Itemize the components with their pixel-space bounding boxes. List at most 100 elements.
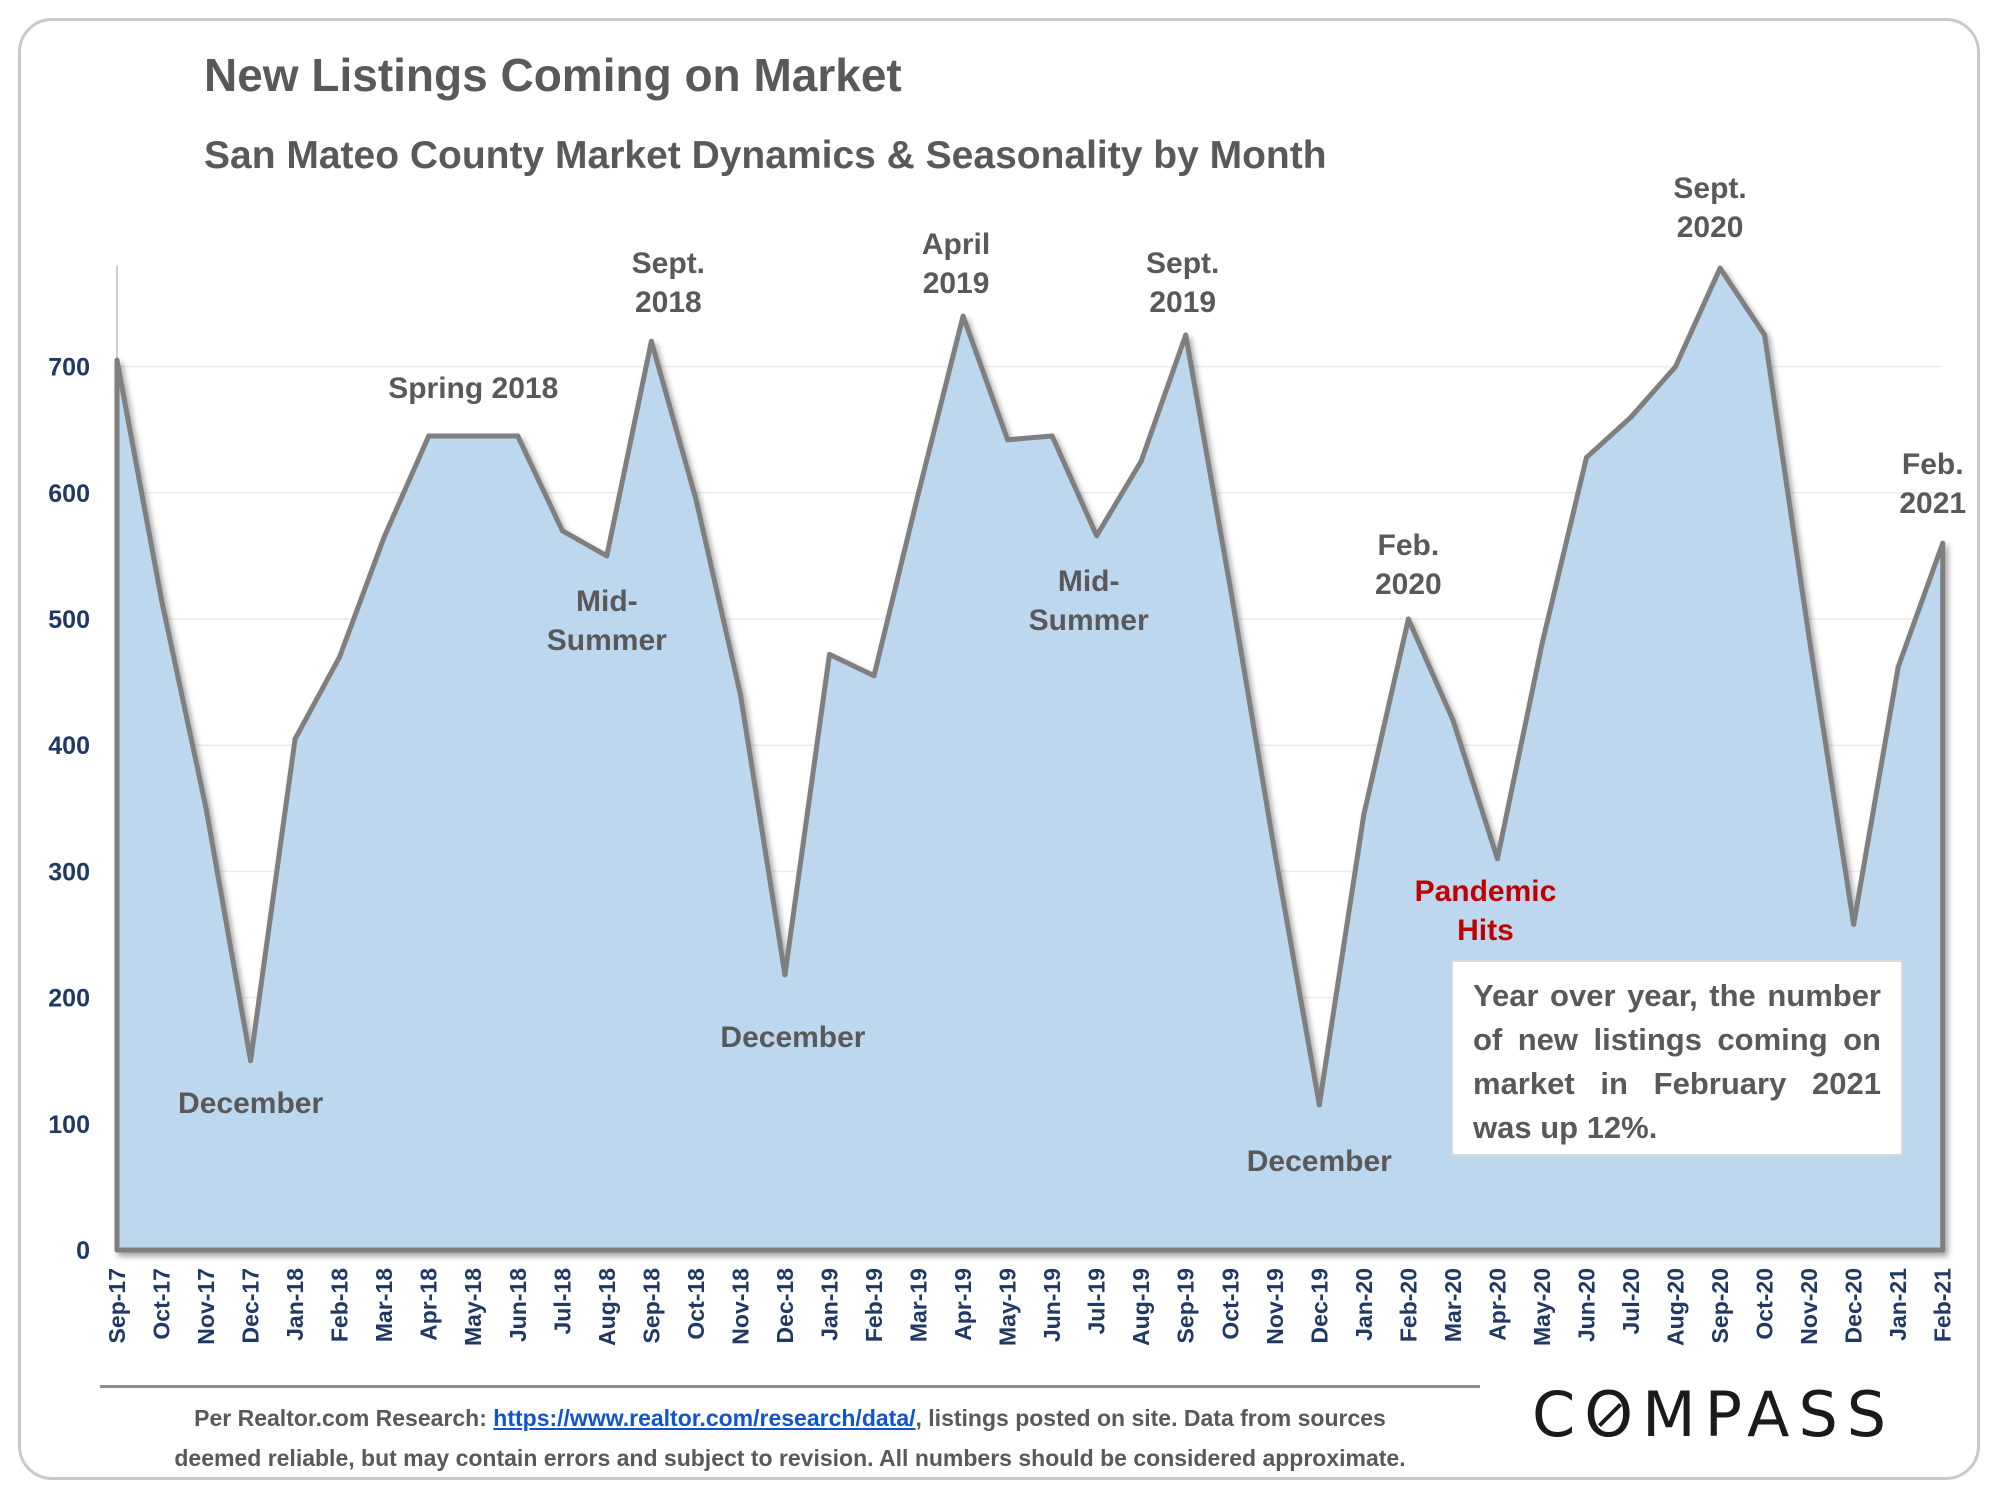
- annotation-sept-2020: Sept. 2020: [1673, 172, 1746, 244]
- y-tick-label: 0: [76, 1237, 90, 1265]
- x-tick-label: Aug-19: [1128, 1268, 1154, 1346]
- x-tick-label: May-19: [995, 1268, 1021, 1346]
- data-point-sep-19: [1183, 332, 1189, 338]
- x-tick-label: Sep-17: [104, 1268, 130, 1343]
- realtor-research-link[interactable]: https://www.realtor.com/research/data/: [493, 1405, 916, 1431]
- data-point-aug-20: [1673, 364, 1679, 370]
- x-tick-label: Feb-20: [1395, 1268, 1421, 1342]
- data-point-feb-18: [337, 654, 343, 660]
- x-tick-label: Aug-18: [594, 1268, 620, 1346]
- x-tick-label: Oct-17: [149, 1268, 175, 1340]
- x-tick-label: Jul-18: [549, 1268, 575, 1335]
- data-point-dec-20: [1851, 921, 1857, 927]
- x-tick-label: Jun-19: [1039, 1268, 1065, 1342]
- x-tick-label: Dec-18: [772, 1268, 798, 1344]
- x-tick-label: May-20: [1529, 1268, 1555, 1346]
- x-tick-label: Sep-18: [638, 1268, 664, 1344]
- data-point-oct-18: [693, 496, 699, 502]
- data-point-jul-19: [1094, 533, 1100, 539]
- data-point-nov-17: [203, 805, 209, 811]
- x-tick-label: Oct-18: [683, 1268, 709, 1340]
- data-point-nov-19: [1272, 849, 1278, 855]
- annotation-feb-2021: Feb. 2021: [1899, 448, 1966, 520]
- data-point-dec-18: [782, 972, 788, 978]
- x-tick-label: Nov-19: [1262, 1268, 1288, 1345]
- x-tick-label: Jan-19: [816, 1268, 842, 1341]
- x-tick-label: Mar-18: [371, 1268, 397, 1342]
- x-tick-label: Mar-19: [906, 1268, 932, 1342]
- data-point-jan-21: [1895, 664, 1901, 670]
- x-tick-label: Jul-20: [1618, 1268, 1644, 1334]
- x-tick-label: Jun-18: [505, 1268, 531, 1342]
- data-point-jan-19: [826, 651, 832, 657]
- data-point-nov-18: [737, 692, 743, 698]
- annotation-pandemic-hits: Pandemic Hits: [1415, 875, 1557, 947]
- y-tick-label: 100: [48, 1111, 90, 1139]
- y-tick-label: 300: [48, 858, 90, 886]
- data-point-apr-20: [1494, 856, 1500, 862]
- x-tick-label: May-18: [460, 1268, 486, 1346]
- y-tick-label: 700: [48, 354, 90, 382]
- data-point-mar-18: [381, 534, 387, 540]
- x-tick-label: Dec-20: [1841, 1268, 1867, 1343]
- annotation-december: December: [1247, 1145, 1392, 1178]
- footnote-prefix: Per Realtor.com Research:: [194, 1405, 494, 1431]
- data-point-mar-20: [1450, 717, 1456, 723]
- data-point-oct-19: [1227, 584, 1233, 590]
- data-point-mar-19: [916, 490, 922, 496]
- annotation-december: December: [720, 1021, 865, 1054]
- data-point-feb-19: [871, 673, 877, 679]
- data-point-apr-18: [426, 433, 432, 439]
- data-point-aug-19: [1138, 458, 1144, 464]
- data-point-sep-18: [648, 338, 654, 344]
- x-tick-label: Oct-19: [1217, 1268, 1243, 1340]
- x-tick-label: Sep-20: [1707, 1268, 1733, 1343]
- data-point-sep-20: [1717, 265, 1723, 271]
- source-footnote: Per Realtor.com Research: https://www.re…: [100, 1398, 1480, 1478]
- compass-logo: COMPASS: [1532, 1378, 1896, 1451]
- x-tick-label: Oct-20: [1752, 1268, 1778, 1340]
- x-tick-label: Dec-17: [238, 1268, 264, 1343]
- data-point-jun-19: [1049, 433, 1055, 439]
- annotation-spring-2018: Spring 2018: [388, 372, 558, 405]
- x-tick-label: Jan-18: [282, 1268, 308, 1341]
- x-tick-label: Nov-20: [1796, 1268, 1822, 1345]
- data-point-dec-19: [1316, 1102, 1322, 1108]
- x-tick-label: Nov-18: [727, 1268, 753, 1345]
- data-point-jan-18: [292, 736, 298, 742]
- data-point-jun-18: [515, 433, 521, 439]
- annotation-mid-summer: Mid-Summer: [1029, 565, 1149, 637]
- annotation-sept-2018: Sept. 2018: [632, 247, 705, 319]
- data-point-jan-20: [1361, 812, 1367, 818]
- x-tick-label: Jan-21: [1885, 1268, 1911, 1341]
- data-point-aug-18: [604, 553, 610, 559]
- annotation-sept-2019: Sept. 2019: [1146, 247, 1219, 319]
- x-tick-label: Dec-19: [1306, 1268, 1332, 1343]
- data-point-feb-20: [1405, 616, 1411, 622]
- x-tick-label: Feb-19: [861, 1268, 887, 1342]
- x-tick-label: Apr-18: [416, 1268, 442, 1341]
- data-point-sep-17: [114, 357, 120, 363]
- x-tick-label: Feb-21: [1930, 1268, 1956, 1342]
- data-point-jul-18: [559, 528, 565, 534]
- x-tick-label: Nov-17: [193, 1268, 219, 1345]
- footnote-line2: deemed reliable, but may contain errors …: [174, 1445, 1406, 1471]
- x-tick-label: Aug-20: [1663, 1268, 1689, 1346]
- yoy-note-box: Year over year, the number of new listin…: [1451, 960, 1903, 1156]
- data-point-feb-21: [1940, 540, 1946, 546]
- y-tick-label: 200: [48, 985, 90, 1013]
- x-tick-label: Apr-19: [950, 1268, 976, 1341]
- y-tick-label: 500: [48, 606, 90, 634]
- data-point-apr-19: [960, 313, 966, 319]
- data-point-may-18: [470, 433, 476, 439]
- x-tick-label: Mar-20: [1440, 1268, 1466, 1342]
- footnote-suffix: , listings posted on site. Data from sou…: [915, 1405, 1386, 1431]
- data-point-nov-20: [1806, 635, 1812, 641]
- footer-divider: [100, 1385, 1480, 1388]
- y-tick-label: 400: [48, 732, 90, 760]
- data-point-oct-20: [1762, 332, 1768, 338]
- annotation-april-2019: April 2019: [922, 228, 990, 300]
- chart-title: New Listings Coming on Market: [204, 49, 902, 101]
- data-point-may-19: [1005, 437, 1011, 443]
